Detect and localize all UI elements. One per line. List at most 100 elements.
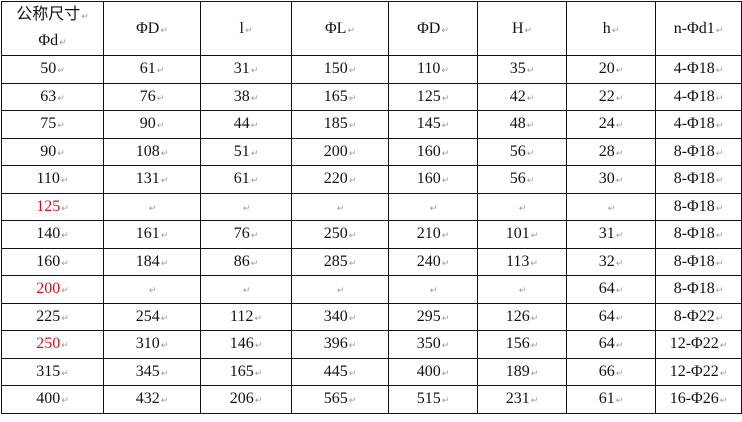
table-cell: 161	[103, 220, 201, 249]
table-cell: 231	[477, 385, 567, 414]
table-cell: 210	[388, 220, 478, 249]
table-cell: 113	[477, 247, 567, 276]
nominal-size-cell-value: 63	[40, 88, 65, 105]
table-row: 63 76 38 165 125 42 22 4-Φ18	[1, 82, 742, 111]
table-cell	[566, 192, 656, 221]
table-cell-value: 12-Φ22	[670, 335, 728, 352]
table-cell-value: 189	[506, 363, 539, 380]
table-cell-value: 285	[324, 253, 357, 270]
table-cell: 28	[566, 137, 656, 166]
table-cell: 61	[200, 165, 292, 194]
table-cell: 160	[388, 165, 478, 194]
table-cell-value: 160	[417, 143, 450, 160]
table-cell: 126	[477, 302, 567, 331]
table-cell: 90	[103, 110, 201, 139]
header-nominal-size: 公称尺寸 Φd	[1, 1, 104, 56]
table-cell-value: 76	[140, 88, 165, 105]
nominal-size-cell: 200	[1, 275, 104, 304]
table-cell-value: 185	[324, 115, 357, 132]
nominal-size-cell: 250	[1, 330, 104, 359]
table-cell: 32	[566, 247, 656, 276]
table-cell: 20	[566, 55, 656, 84]
table-cell: 146	[200, 330, 292, 359]
table-cell-value: 400	[417, 363, 450, 380]
table-cell-value: 250	[324, 225, 357, 242]
table-cell: 184	[103, 247, 201, 276]
table-cell: 38	[200, 82, 292, 111]
table-cell-value: 76	[234, 225, 259, 242]
table-cell: 220	[291, 165, 389, 194]
table-cell: 31	[566, 220, 656, 249]
table-cell-value	[607, 198, 616, 215]
table-cell-value: 4-Φ18	[674, 88, 724, 105]
table-cell: 8-Φ18	[655, 247, 742, 276]
header-label: H	[512, 20, 532, 37]
table-cell: 48	[477, 110, 567, 139]
table-cell-value: 8-Φ18	[674, 225, 724, 242]
table-cell-value: 146	[230, 335, 263, 352]
table-cell: 310	[103, 330, 201, 359]
table-cell: 131	[103, 165, 201, 194]
nominal-size-cell: 315	[1, 357, 104, 386]
table-cell-value: 44	[234, 115, 259, 132]
table-cell-value: 113	[506, 253, 538, 270]
table-cell: 200	[291, 137, 389, 166]
table-cell-value: 131	[136, 170, 169, 187]
table-row: 160 184 86 285 240 113 32 8-Φ18	[1, 247, 742, 276]
table-cell: 8-Φ22	[655, 302, 742, 331]
table-cell: 156	[477, 330, 567, 359]
nominal-size-cell-value: 125	[36, 198, 69, 215]
table-cell	[388, 192, 478, 221]
table-cell-value	[148, 280, 157, 297]
nominal-size-cell-value: 225	[36, 308, 69, 325]
table-cell	[477, 275, 567, 304]
flange-dimension-table: 公称尺寸 Φd ΦD l ΦL ΦD H h n-Φd1 50 61 31 150 11…	[1, 1, 742, 414]
table-cell-value: 61	[140, 60, 165, 77]
table-cell-value: 90	[140, 115, 165, 132]
table-cell-value: 165	[324, 88, 357, 105]
table-cell: 12-Φ22	[655, 357, 742, 386]
table-cell-value	[242, 280, 251, 297]
table-cell: 396	[291, 330, 389, 359]
header-phi-d-label: Φd	[38, 32, 66, 49]
table-cell: 8-Φ18	[655, 220, 742, 249]
nominal-size-cell: 63	[1, 82, 104, 111]
table-cell: 108	[103, 137, 201, 166]
table-cell-value: 31	[599, 225, 624, 242]
table-cell-value: 64	[599, 280, 624, 297]
nominal-size-cell: 400	[1, 385, 104, 414]
table-cell-value: 16-Φ26	[670, 390, 728, 407]
header-H: H	[477, 1, 567, 56]
table-cell-value: 8-Φ18	[674, 143, 724, 160]
nominal-size-cell: 160	[1, 247, 104, 276]
header-bolt-holes: n-Φd1	[655, 1, 742, 56]
table-cell: 295	[388, 302, 478, 331]
table-cell: 8-Φ18	[655, 192, 742, 221]
table-cell-value: 61	[234, 170, 259, 187]
table-cell: 56	[477, 137, 567, 166]
table-cell-value: 350	[417, 335, 450, 352]
nominal-size-cell: 75	[1, 110, 104, 139]
table-cell: 61	[566, 385, 656, 414]
table-cell-value: 24	[599, 115, 624, 132]
table-cell: 185	[291, 110, 389, 139]
nominal-size-cell: 50	[1, 55, 104, 84]
header-label: n-Φd1	[674, 20, 724, 37]
table-cell-value: 8-Φ18	[674, 280, 724, 297]
table-cell-value: 32	[599, 253, 624, 270]
table-cell-value: 51	[234, 143, 259, 160]
nominal-size-cell-value: 50	[40, 60, 65, 77]
table-cell-value	[336, 198, 345, 215]
table-cell	[103, 275, 201, 304]
table-cell-value: 28	[599, 143, 624, 160]
table-cell: 44	[200, 110, 292, 139]
table-row: 140 161 76 250 210 101 31 8-Φ18	[1, 220, 742, 249]
table-cell: 165	[291, 82, 389, 111]
table-cell: 345	[103, 357, 201, 386]
table-cell: 254	[103, 302, 201, 331]
table-cell: 432	[103, 385, 201, 414]
table-cell-value: 56	[510, 143, 535, 160]
table-cell	[103, 192, 201, 221]
table-cell-value: 160	[417, 170, 450, 187]
nominal-size-cell-value: 400	[36, 390, 69, 407]
